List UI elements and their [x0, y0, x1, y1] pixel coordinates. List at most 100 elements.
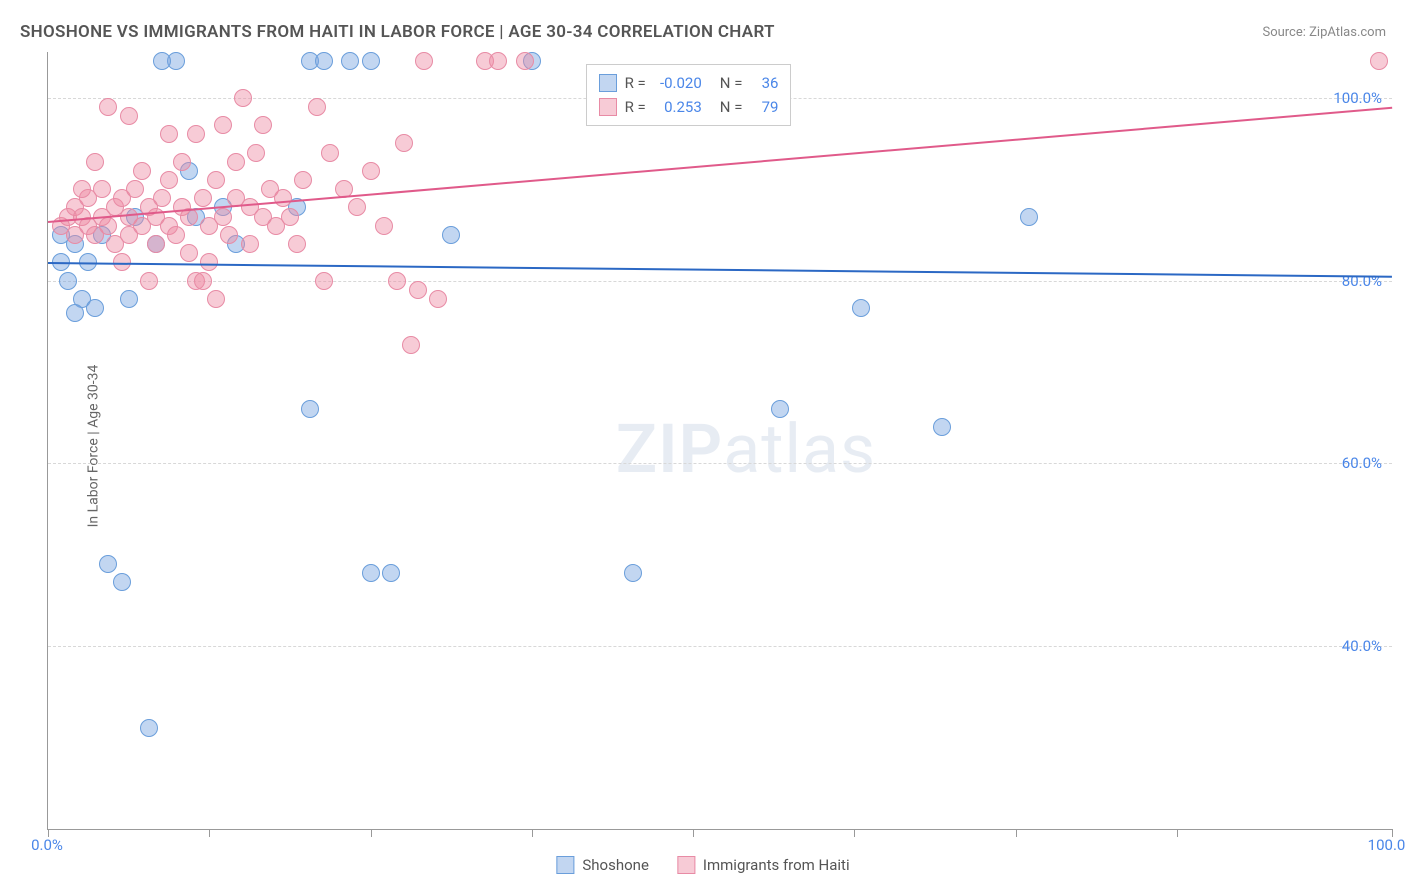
- legend-label: Shoshone: [582, 856, 649, 874]
- gridline: [48, 463, 1392, 464]
- scatter-point: [274, 189, 292, 207]
- scatter-point: [140, 719, 158, 737]
- scatter-point: [86, 153, 104, 171]
- watermark: ZIPatlas: [616, 409, 876, 489]
- scatter-point: [153, 52, 171, 70]
- scatter-point: [120, 107, 138, 125]
- stats-n-value: 36: [750, 71, 778, 95]
- scatter-point: [315, 272, 333, 290]
- scatter-point: [120, 290, 138, 308]
- x-tick-label: 100.0%: [1368, 836, 1406, 854]
- legend-swatch: [599, 74, 617, 92]
- y-tick-label: 80.0%: [1342, 272, 1382, 290]
- scatter-point: [415, 52, 433, 70]
- scatter-point: [294, 171, 312, 189]
- scatter-point: [254, 116, 272, 134]
- y-tick-label: 100.0%: [1333, 89, 1382, 107]
- stats-r-value: 0.253: [654, 95, 702, 119]
- y-tick-label: 40.0%: [1342, 637, 1382, 655]
- scatter-point: [173, 153, 191, 171]
- x-tick: [371, 829, 372, 837]
- scatter-point: [126, 180, 144, 198]
- scatter-point: [771, 400, 789, 418]
- scatter-point: [301, 400, 319, 418]
- scatter-point: [341, 52, 359, 70]
- scatter-point: [852, 299, 870, 317]
- scatter-point: [147, 235, 165, 253]
- scatter-point: [99, 98, 117, 116]
- scatter-point: [180, 244, 198, 262]
- stats-label: R =: [625, 95, 646, 119]
- scatter-point: [409, 281, 427, 299]
- stats-row: R = -0.020 N = 36: [599, 71, 779, 95]
- x-tick: [209, 829, 210, 837]
- scatter-point: [227, 153, 245, 171]
- y-tick-label: 60.0%: [1342, 454, 1382, 472]
- stats-label: R =: [625, 71, 646, 95]
- scatter-point: [429, 290, 447, 308]
- trend-line: [48, 262, 1392, 278]
- legend-swatch: [677, 856, 695, 874]
- x-tick: [693, 829, 694, 837]
- scatter-point: [234, 89, 252, 107]
- scatter-point: [308, 98, 326, 116]
- scatter-point: [288, 235, 306, 253]
- legend-swatch: [599, 98, 617, 116]
- scatter-point: [66, 304, 84, 322]
- scatter-point: [247, 144, 265, 162]
- scatter-point: [382, 564, 400, 582]
- scatter-point: [187, 125, 205, 143]
- scatter-point: [99, 217, 117, 235]
- scatter-point: [140, 272, 158, 290]
- stats-n-value: 79: [750, 95, 778, 119]
- scatter-point: [207, 290, 225, 308]
- scatter-point: [362, 52, 380, 70]
- stats-r-value: -0.020: [654, 71, 702, 95]
- scatter-point: [220, 226, 238, 244]
- scatter-point: [153, 189, 171, 207]
- scatter-point: [93, 180, 111, 198]
- scatter-point: [99, 555, 117, 573]
- legend-item: Shoshone: [556, 856, 649, 874]
- scatter-point: [113, 573, 131, 591]
- stats-row: R = 0.253 N = 79: [599, 95, 779, 119]
- scatter-point: [321, 144, 339, 162]
- x-tick: [532, 829, 533, 837]
- scatter-point: [194, 189, 212, 207]
- chart-container: SHOSHONE VS IMMIGRANTS FROM HAITI IN LAB…: [0, 0, 1406, 892]
- plot-area: ZIPatlas 40.0% 60.0% 80.0% 100.0% R = -0.020 N…: [47, 52, 1392, 830]
- x-tick-label: 0.0%: [31, 836, 63, 854]
- scatter-point: [489, 52, 507, 70]
- scatter-point: [362, 564, 380, 582]
- scatter-point: [214, 116, 232, 134]
- scatter-point: [59, 272, 77, 290]
- scatter-point: [133, 162, 151, 180]
- scatter-point: [167, 226, 185, 244]
- gridline: [48, 646, 1392, 647]
- scatter-point: [933, 418, 951, 436]
- x-tick: [1177, 829, 1178, 837]
- scatter-point: [241, 235, 259, 253]
- scatter-point: [315, 52, 333, 70]
- scatter-point: [348, 198, 366, 216]
- scatter-point: [214, 208, 232, 226]
- scatter-point: [86, 299, 104, 317]
- scatter-point: [73, 180, 91, 198]
- scatter-point: [160, 125, 178, 143]
- scatter-point: [395, 134, 413, 152]
- legend-swatch: [556, 856, 574, 874]
- legend-item: Immigrants from Haiti: [677, 856, 850, 874]
- chart-title: SHOSHONE VS IMMIGRANTS FROM HAITI IN LAB…: [20, 22, 775, 42]
- scatter-point: [200, 253, 218, 271]
- stats-label: N =: [720, 95, 743, 119]
- scatter-point: [388, 272, 406, 290]
- scatter-point: [402, 336, 420, 354]
- scatter-point: [1370, 52, 1388, 70]
- scatter-point: [1020, 208, 1038, 226]
- gridline: [48, 281, 1392, 282]
- stats-label: N =: [720, 71, 743, 95]
- scatter-point: [281, 208, 299, 226]
- scatter-point: [160, 171, 178, 189]
- legend-label: Immigrants from Haiti: [703, 856, 850, 874]
- x-tick: [1016, 829, 1017, 837]
